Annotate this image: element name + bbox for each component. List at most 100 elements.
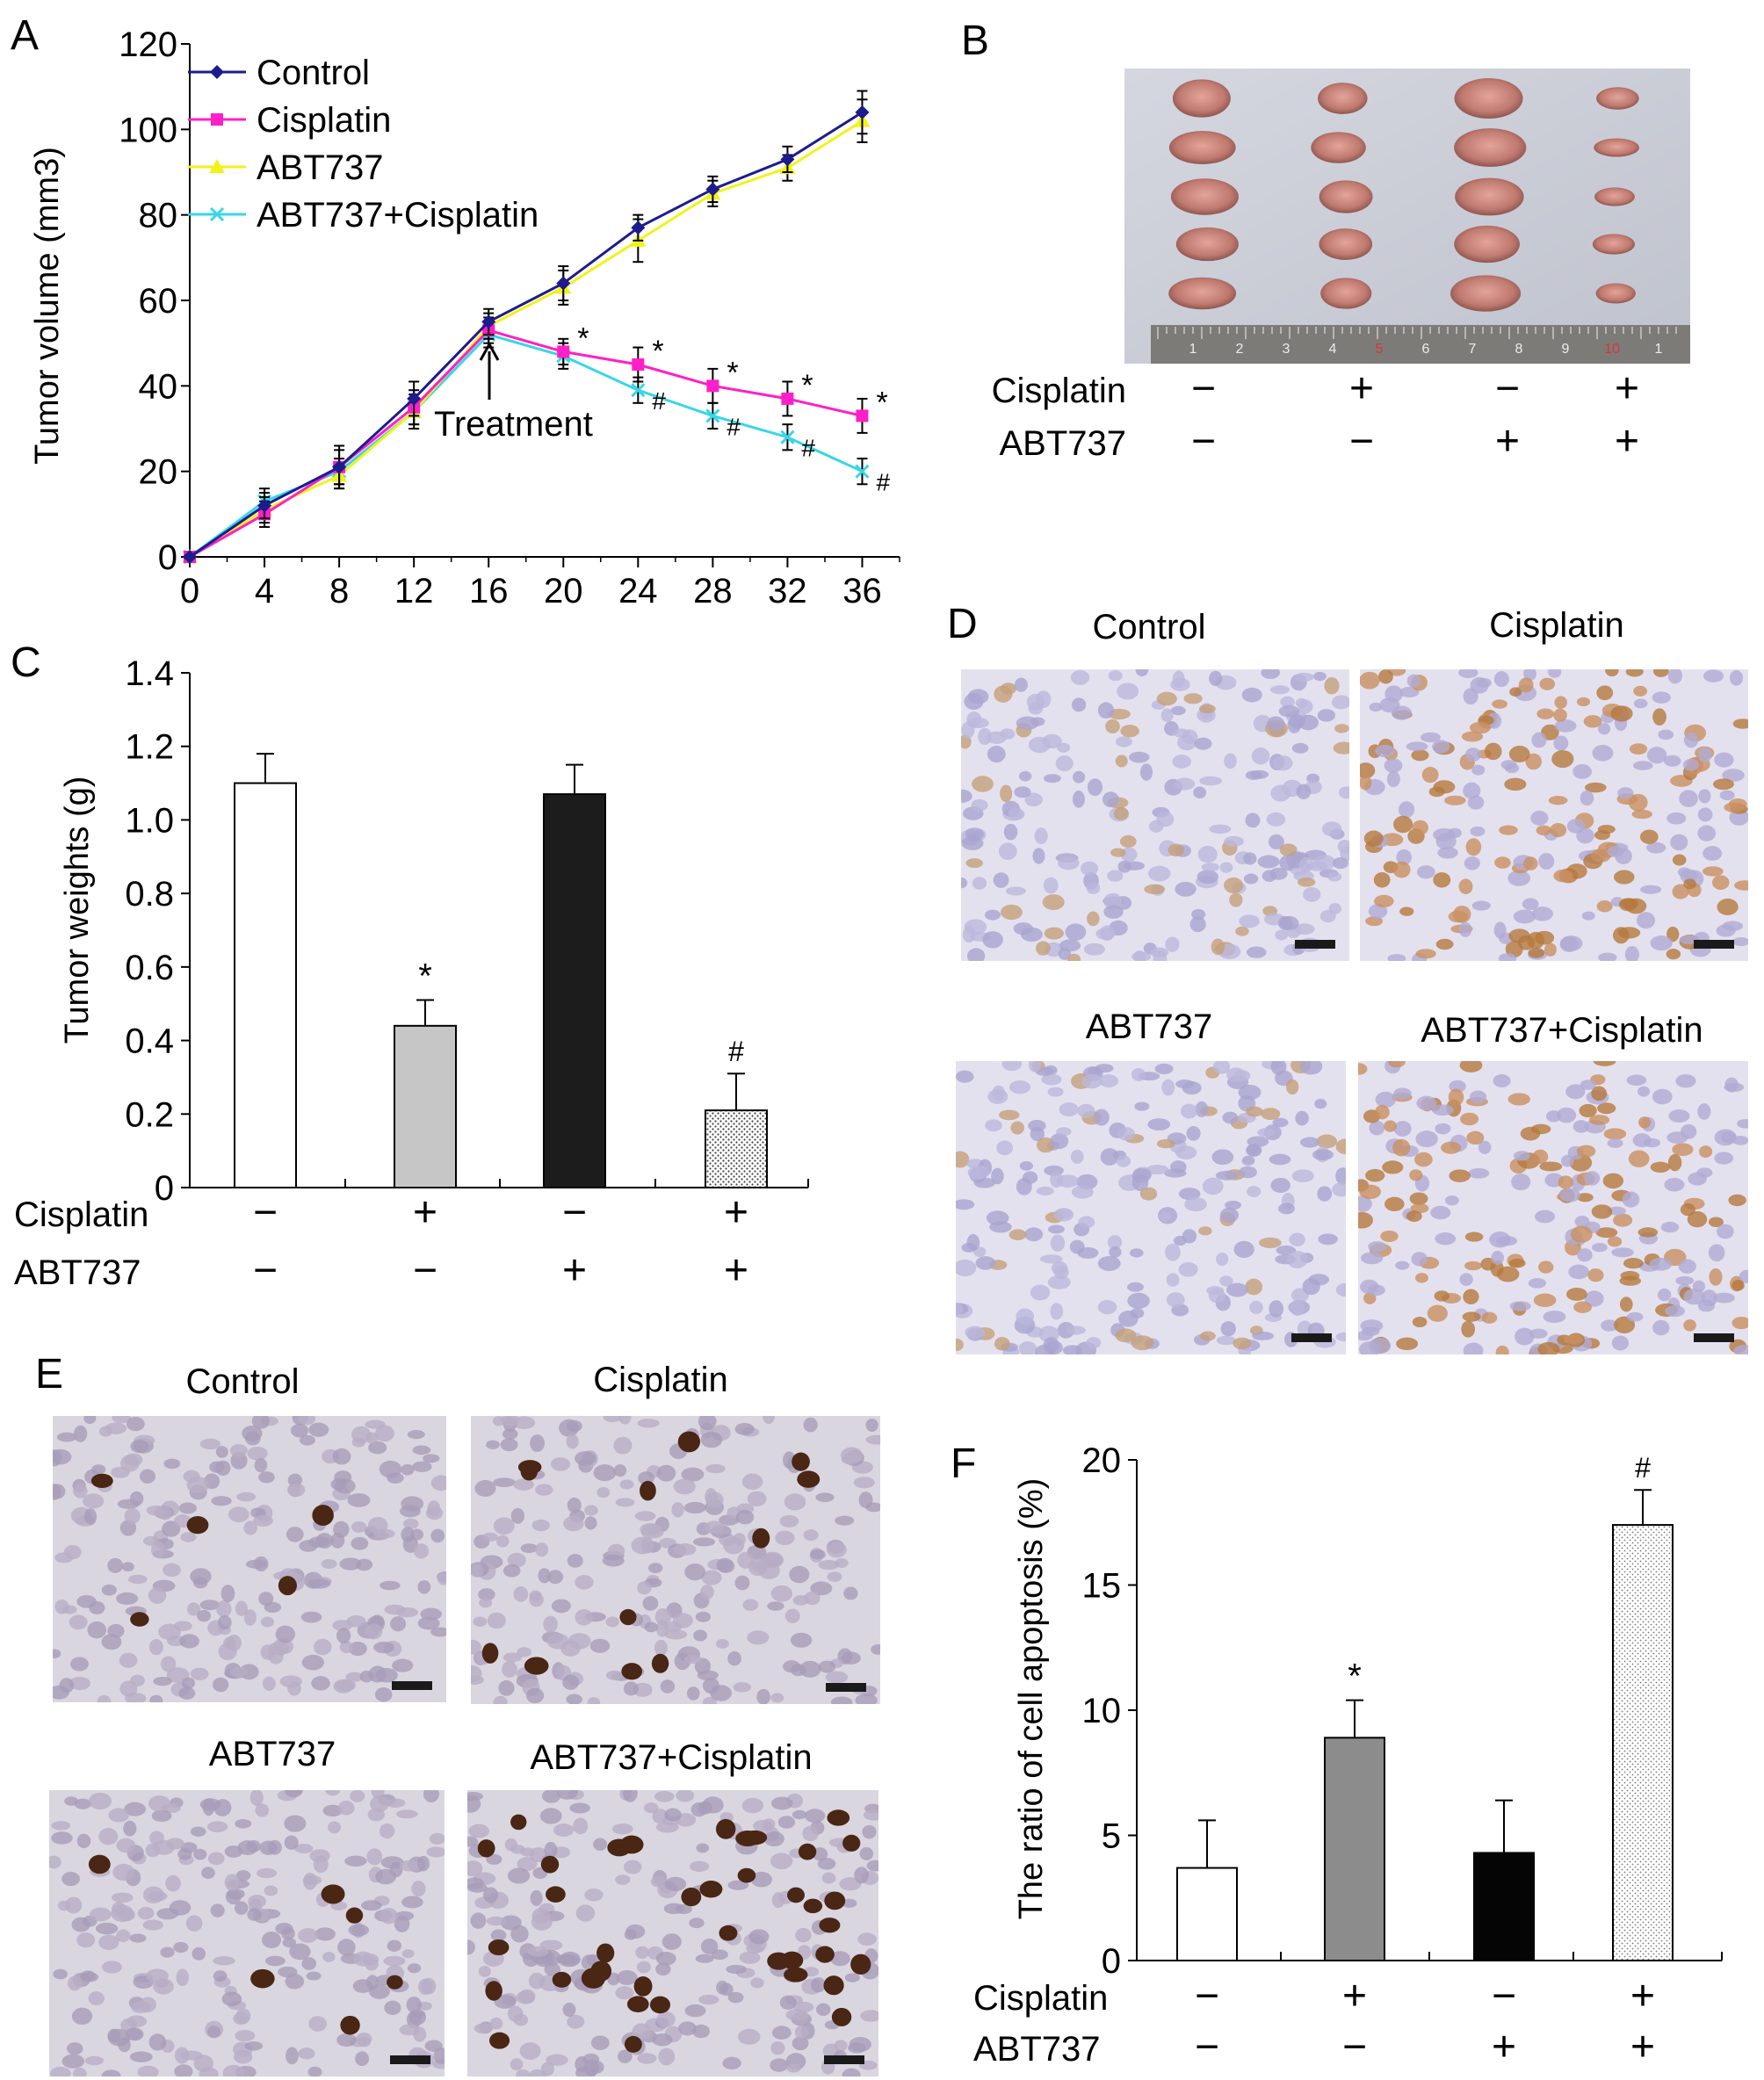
cell-nucleus bbox=[566, 1694, 582, 1704]
cell-nucleus bbox=[525, 1687, 545, 1704]
cell-nucleus bbox=[1194, 737, 1212, 750]
cell-nucleus bbox=[148, 1587, 167, 1604]
cell-nucleus bbox=[1116, 1155, 1131, 1167]
cell-nucleus bbox=[543, 1615, 558, 1633]
panel-e-tunel-images: Control Cisplatin ABT737 ABT737+Cisplati… bbox=[49, 1361, 880, 2076]
cell-nucleus bbox=[1652, 1088, 1673, 1105]
cell-nucleus bbox=[1384, 1120, 1397, 1132]
cell-nucleus bbox=[1073, 770, 1086, 784]
cell-nucleus bbox=[566, 1434, 579, 1449]
apoptotic-nucleus bbox=[607, 1838, 632, 1857]
cell-nucleus bbox=[322, 1951, 336, 1962]
cell-nucleus bbox=[137, 1906, 155, 1920]
cell-nucleus bbox=[1672, 884, 1689, 899]
cell-nucleus bbox=[211, 1496, 232, 1506]
cell-nucleus bbox=[87, 1621, 107, 1639]
panel-a-axes: 0 20 40 60 80 100 120 0 4 8 12 16 20 24 28 32 36 bbox=[119, 25, 900, 610]
cell-nucleus bbox=[127, 1574, 148, 1585]
cell-nucleus bbox=[671, 1502, 684, 1518]
cell-nucleus bbox=[1289, 714, 1305, 730]
cell-nucleus bbox=[153, 1676, 172, 1686]
cell-nucleus bbox=[1224, 753, 1237, 769]
cell-nucleus bbox=[1468, 1167, 1490, 1179]
cell-nucleus bbox=[996, 1140, 1014, 1156]
cell-nucleus bbox=[531, 1913, 553, 1931]
panel-c-bar-chart: Tumor weights (g) 0 0.2 0.4 0.6 0.8 1.0 1.2 1.4… bbox=[14, 654, 809, 1294]
cell-nucleus bbox=[401, 1496, 424, 1512]
cell-nucleus bbox=[1199, 1331, 1216, 1341]
cell-nucleus bbox=[770, 2058, 789, 2072]
x-tick-label: 0 bbox=[180, 572, 199, 610]
cell-nucleus bbox=[370, 1795, 389, 1813]
cell-nucleus bbox=[314, 1638, 332, 1656]
apoptotic-nucleus bbox=[340, 2015, 360, 2035]
ruler-number: 5 bbox=[1376, 342, 1384, 357]
cell-nucleus bbox=[613, 1464, 627, 1477]
cell-nucleus bbox=[842, 1898, 857, 1908]
cell-nucleus bbox=[985, 909, 1001, 921]
cell-nucleus bbox=[648, 1563, 663, 1573]
cell-nucleus bbox=[471, 1639, 482, 1655]
cell-nucleus bbox=[539, 1808, 562, 1824]
cell-nucleus bbox=[1066, 1325, 1086, 1335]
cell-nucleus bbox=[365, 1432, 380, 1444]
cisplatin-sign: − bbox=[1495, 365, 1520, 412]
cell-nucleus bbox=[701, 1570, 722, 1585]
cell-nucleus bbox=[243, 1520, 258, 1535]
x-tick-label: 16 bbox=[469, 572, 509, 610]
cell-nucleus bbox=[1327, 871, 1342, 882]
cell-nucleus bbox=[634, 1511, 656, 1521]
apoptotic-nucleus bbox=[798, 1843, 817, 1860]
cell-nucleus bbox=[654, 1607, 672, 1626]
cell-nucleus bbox=[1709, 1268, 1723, 1286]
cell-nucleus bbox=[1285, 1079, 1299, 1095]
cell-nucleus bbox=[1566, 819, 1586, 834]
cell-nucleus bbox=[89, 1792, 112, 1810]
cell-nucleus bbox=[1603, 1128, 1627, 1140]
cell-nucleus bbox=[1682, 758, 1699, 771]
cell-nucleus bbox=[287, 1681, 301, 1696]
treatment-label: Treatment bbox=[434, 405, 593, 444]
apoptotic-nucleus bbox=[842, 1834, 861, 1852]
cell-nucleus bbox=[117, 1908, 135, 1922]
cell-nucleus bbox=[982, 931, 1003, 949]
cell-nucleus bbox=[1430, 1205, 1451, 1220]
cell-nucleus bbox=[1047, 1087, 1064, 1097]
cell-nucleus bbox=[1280, 696, 1295, 708]
cell-nucleus bbox=[1406, 741, 1428, 752]
cell-nucleus bbox=[705, 1488, 718, 1506]
cell-nucleus bbox=[1554, 719, 1577, 733]
cell-nucleus bbox=[1224, 835, 1244, 847]
significance-mark: * bbox=[418, 957, 432, 996]
cell-nucleus bbox=[130, 1440, 149, 1454]
cell-nucleus bbox=[190, 1826, 206, 1837]
cell-nucleus bbox=[1243, 852, 1257, 865]
cell-nucleus bbox=[49, 1855, 61, 1869]
cell-nucleus bbox=[623, 1860, 642, 1874]
apoptotic-nucleus bbox=[387, 1975, 403, 1990]
cell-nucleus bbox=[190, 1667, 209, 1680]
cell-nucleus bbox=[1495, 1345, 1509, 1354]
apoptotic-nucleus bbox=[477, 1839, 495, 1858]
cell-nucleus bbox=[1581, 911, 1595, 921]
cell-nucleus bbox=[1363, 1292, 1377, 1304]
cell-nucleus bbox=[429, 1832, 445, 1845]
cell-nucleus bbox=[1198, 704, 1216, 714]
cell-nucleus bbox=[1252, 1331, 1275, 1340]
tumor-specimens bbox=[1168, 77, 1639, 312]
cell-nucleus bbox=[53, 1649, 61, 1658]
cell-nucleus bbox=[1592, 744, 1614, 762]
cell-nucleus bbox=[1313, 855, 1336, 870]
cell-nucleus bbox=[139, 1469, 156, 1484]
cell-nucleus bbox=[1591, 1204, 1613, 1219]
cell-nucleus bbox=[987, 745, 1006, 763]
cell-nucleus bbox=[1619, 1275, 1642, 1286]
cell-nucleus bbox=[235, 1818, 252, 1829]
cell-nucleus bbox=[789, 1565, 810, 1584]
cell-nucleus bbox=[779, 1995, 797, 2011]
cell-nucleus bbox=[1083, 942, 1105, 956]
cell-nucleus bbox=[575, 1451, 596, 1466]
cell-nucleus bbox=[235, 1870, 251, 1881]
cell-nucleus bbox=[750, 1977, 764, 1989]
micrograph-content bbox=[53, 1416, 446, 1702]
